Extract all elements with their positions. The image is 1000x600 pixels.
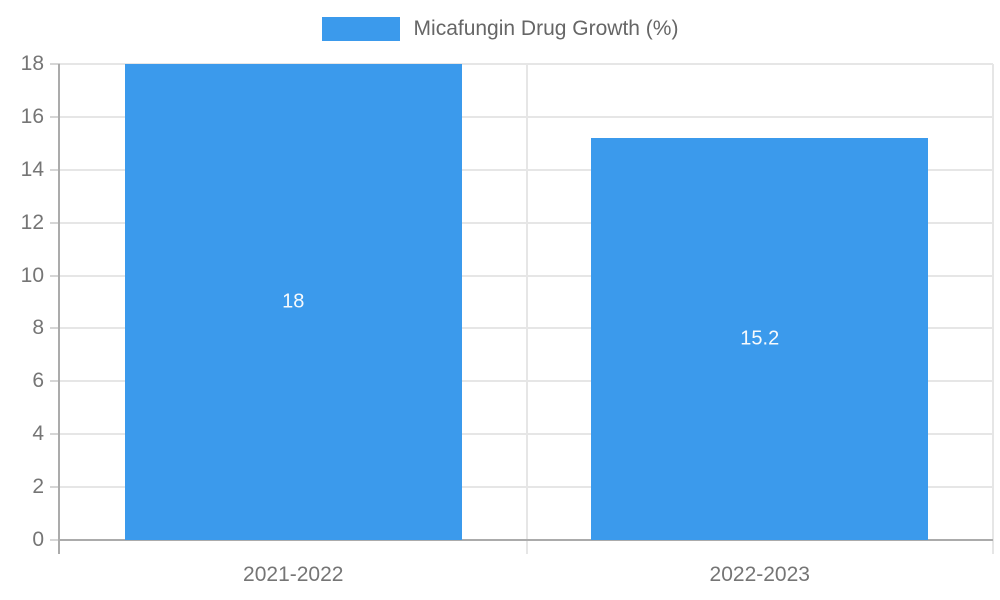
y-axis-line — [58, 64, 60, 554]
y-axis-tick-label: 12 — [20, 210, 44, 234]
y-axis-tick-label: 0 — [32, 528, 44, 551]
y-axis-tick-label: 2 — [32, 475, 44, 499]
x-axis-tick-label: 2022-2023 — [709, 563, 810, 586]
y-axis-tick-label: 4 — [32, 422, 44, 446]
y-axis-tick — [50, 115, 60, 118]
y-axis-tick-label: 16 — [20, 104, 44, 128]
y-axis-tick-label: 18 — [20, 52, 44, 75]
y-axis-tick — [50, 274, 60, 277]
y-axis-tick-label: 14 — [20, 157, 44, 181]
y-axis-tick-label: 10 — [20, 263, 44, 287]
x-axis-line — [60, 539, 993, 541]
y-axis-tick-label: 8 — [32, 316, 44, 340]
bar-value-label: 18 — [282, 290, 305, 313]
y-axis-tick — [50, 168, 60, 171]
y-axis-tick — [50, 539, 60, 541]
y-axis-tick — [50, 486, 60, 489]
y-axis-tick — [50, 380, 60, 383]
legend-label: Micafungin Drug Growth (%) — [413, 17, 679, 40]
bar-value-label: 15.2 — [740, 327, 780, 350]
chart-legend[interactable]: Micafungin Drug Growth (%) — [0, 17, 1000, 41]
bar-2021-2022 — [125, 64, 462, 540]
gridline-vertical — [525, 64, 528, 554]
y-axis-tick — [50, 221, 60, 224]
legend-swatch-icon — [321, 17, 400, 41]
gridline-vertical — [992, 64, 994, 554]
y-axis-tick — [50, 327, 60, 330]
bar-2022-2023 — [591, 138, 928, 540]
x-axis-tick-label: 2021-2022 — [243, 563, 344, 586]
y-axis-tick-label: 6 — [32, 369, 44, 393]
y-axis-tick — [50, 63, 60, 65]
y-axis-tick — [50, 433, 60, 436]
